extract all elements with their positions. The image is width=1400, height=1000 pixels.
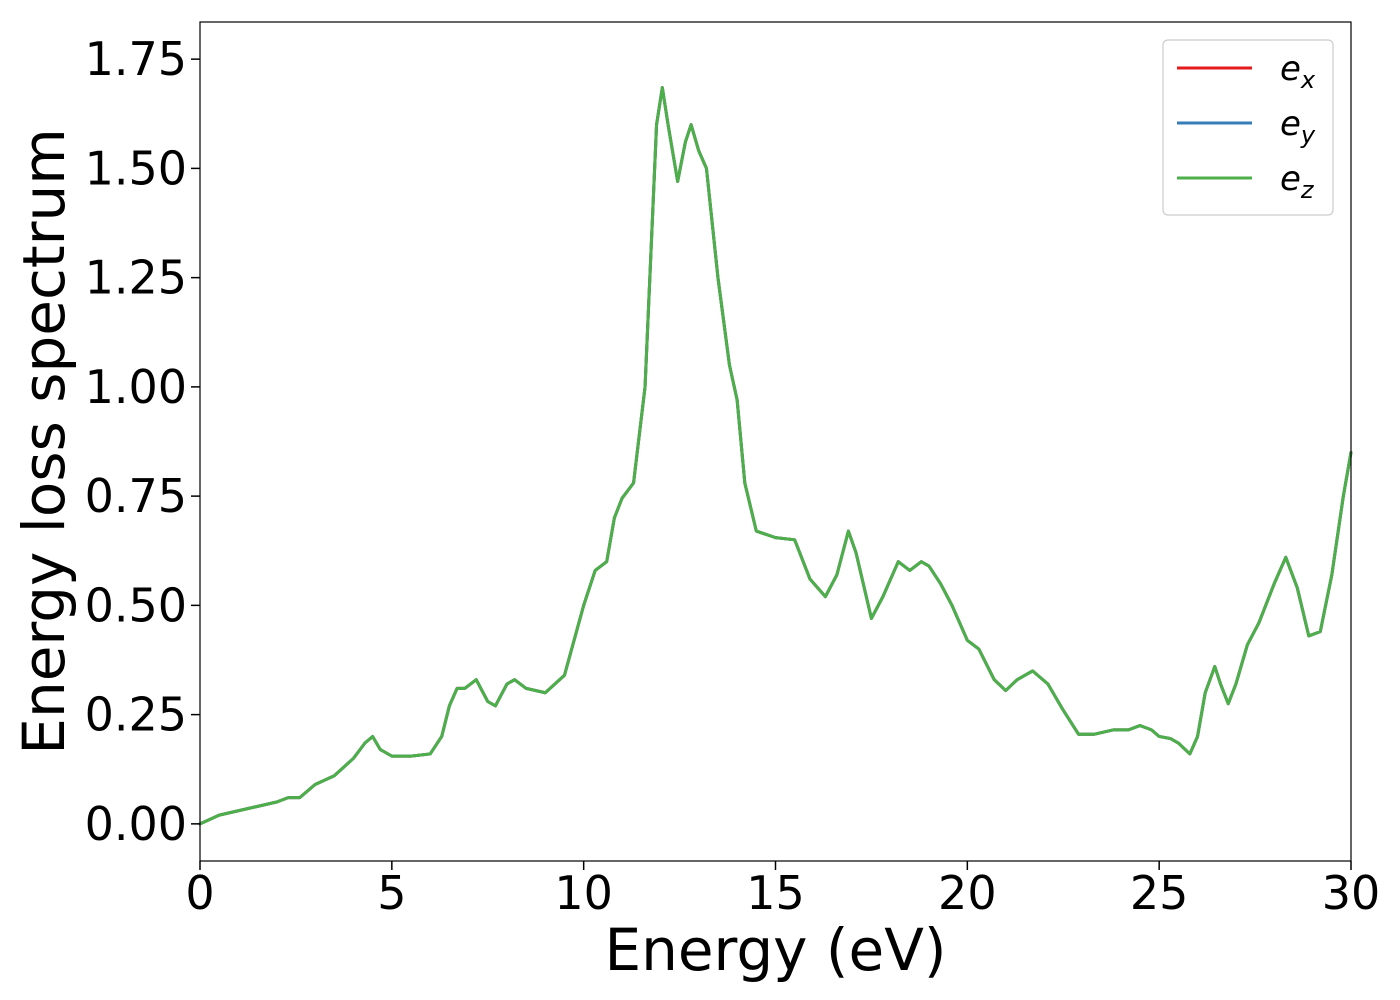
series-layer xyxy=(198,86,1353,826)
x-tick-label: 15 xyxy=(746,866,805,920)
y-axis-label: Energy loss spectrum xyxy=(10,128,78,754)
legend-entry-label: ex xyxy=(1280,49,1316,94)
y-tick-label: 1.25 xyxy=(85,251,187,305)
x-axis-label: Energy (eV) xyxy=(604,916,946,984)
y-tick-label: 1.50 xyxy=(85,141,187,195)
legend-box xyxy=(1162,39,1334,216)
y-tick-label: 0.75 xyxy=(85,469,187,523)
plot-area xyxy=(198,21,1353,862)
legend-entry-label: ey xyxy=(1280,104,1316,149)
x-tick-label: 5 xyxy=(377,866,406,920)
legend-entry-base: e xyxy=(1280,159,1301,199)
x-tick-label: 0 xyxy=(185,866,214,920)
legend-entry-label: ez xyxy=(1280,159,1315,204)
x-axis: 0 5 10 15 20 25 30 xyxy=(185,861,1380,920)
legend-entry-base: e xyxy=(1280,104,1301,144)
legend-entry-subscript: z xyxy=(1300,176,1315,204)
legend-entry-subscript: x xyxy=(1300,66,1316,94)
x-tick-label: 20 xyxy=(938,866,997,920)
x-tick-label: 25 xyxy=(1130,866,1189,920)
series-line-3 xyxy=(198,86,1353,826)
y-tick-label: 1.75 xyxy=(85,32,187,86)
y-tick-label: 0.25 xyxy=(85,688,187,742)
y-tick-label: 1.00 xyxy=(85,360,187,414)
y-tick-label: 0.50 xyxy=(85,578,187,632)
legend-entry-subscript: y xyxy=(1300,121,1316,149)
y-tick-label: 0.00 xyxy=(85,797,187,851)
x-tick-label: 30 xyxy=(1322,866,1381,920)
y-axis: 0.00 0.25 0.50 0.75 1.00 1.25 1.50 1.75 xyxy=(85,32,200,851)
x-tick-label: 10 xyxy=(554,866,613,920)
legend-entry-base: e xyxy=(1280,49,1301,89)
